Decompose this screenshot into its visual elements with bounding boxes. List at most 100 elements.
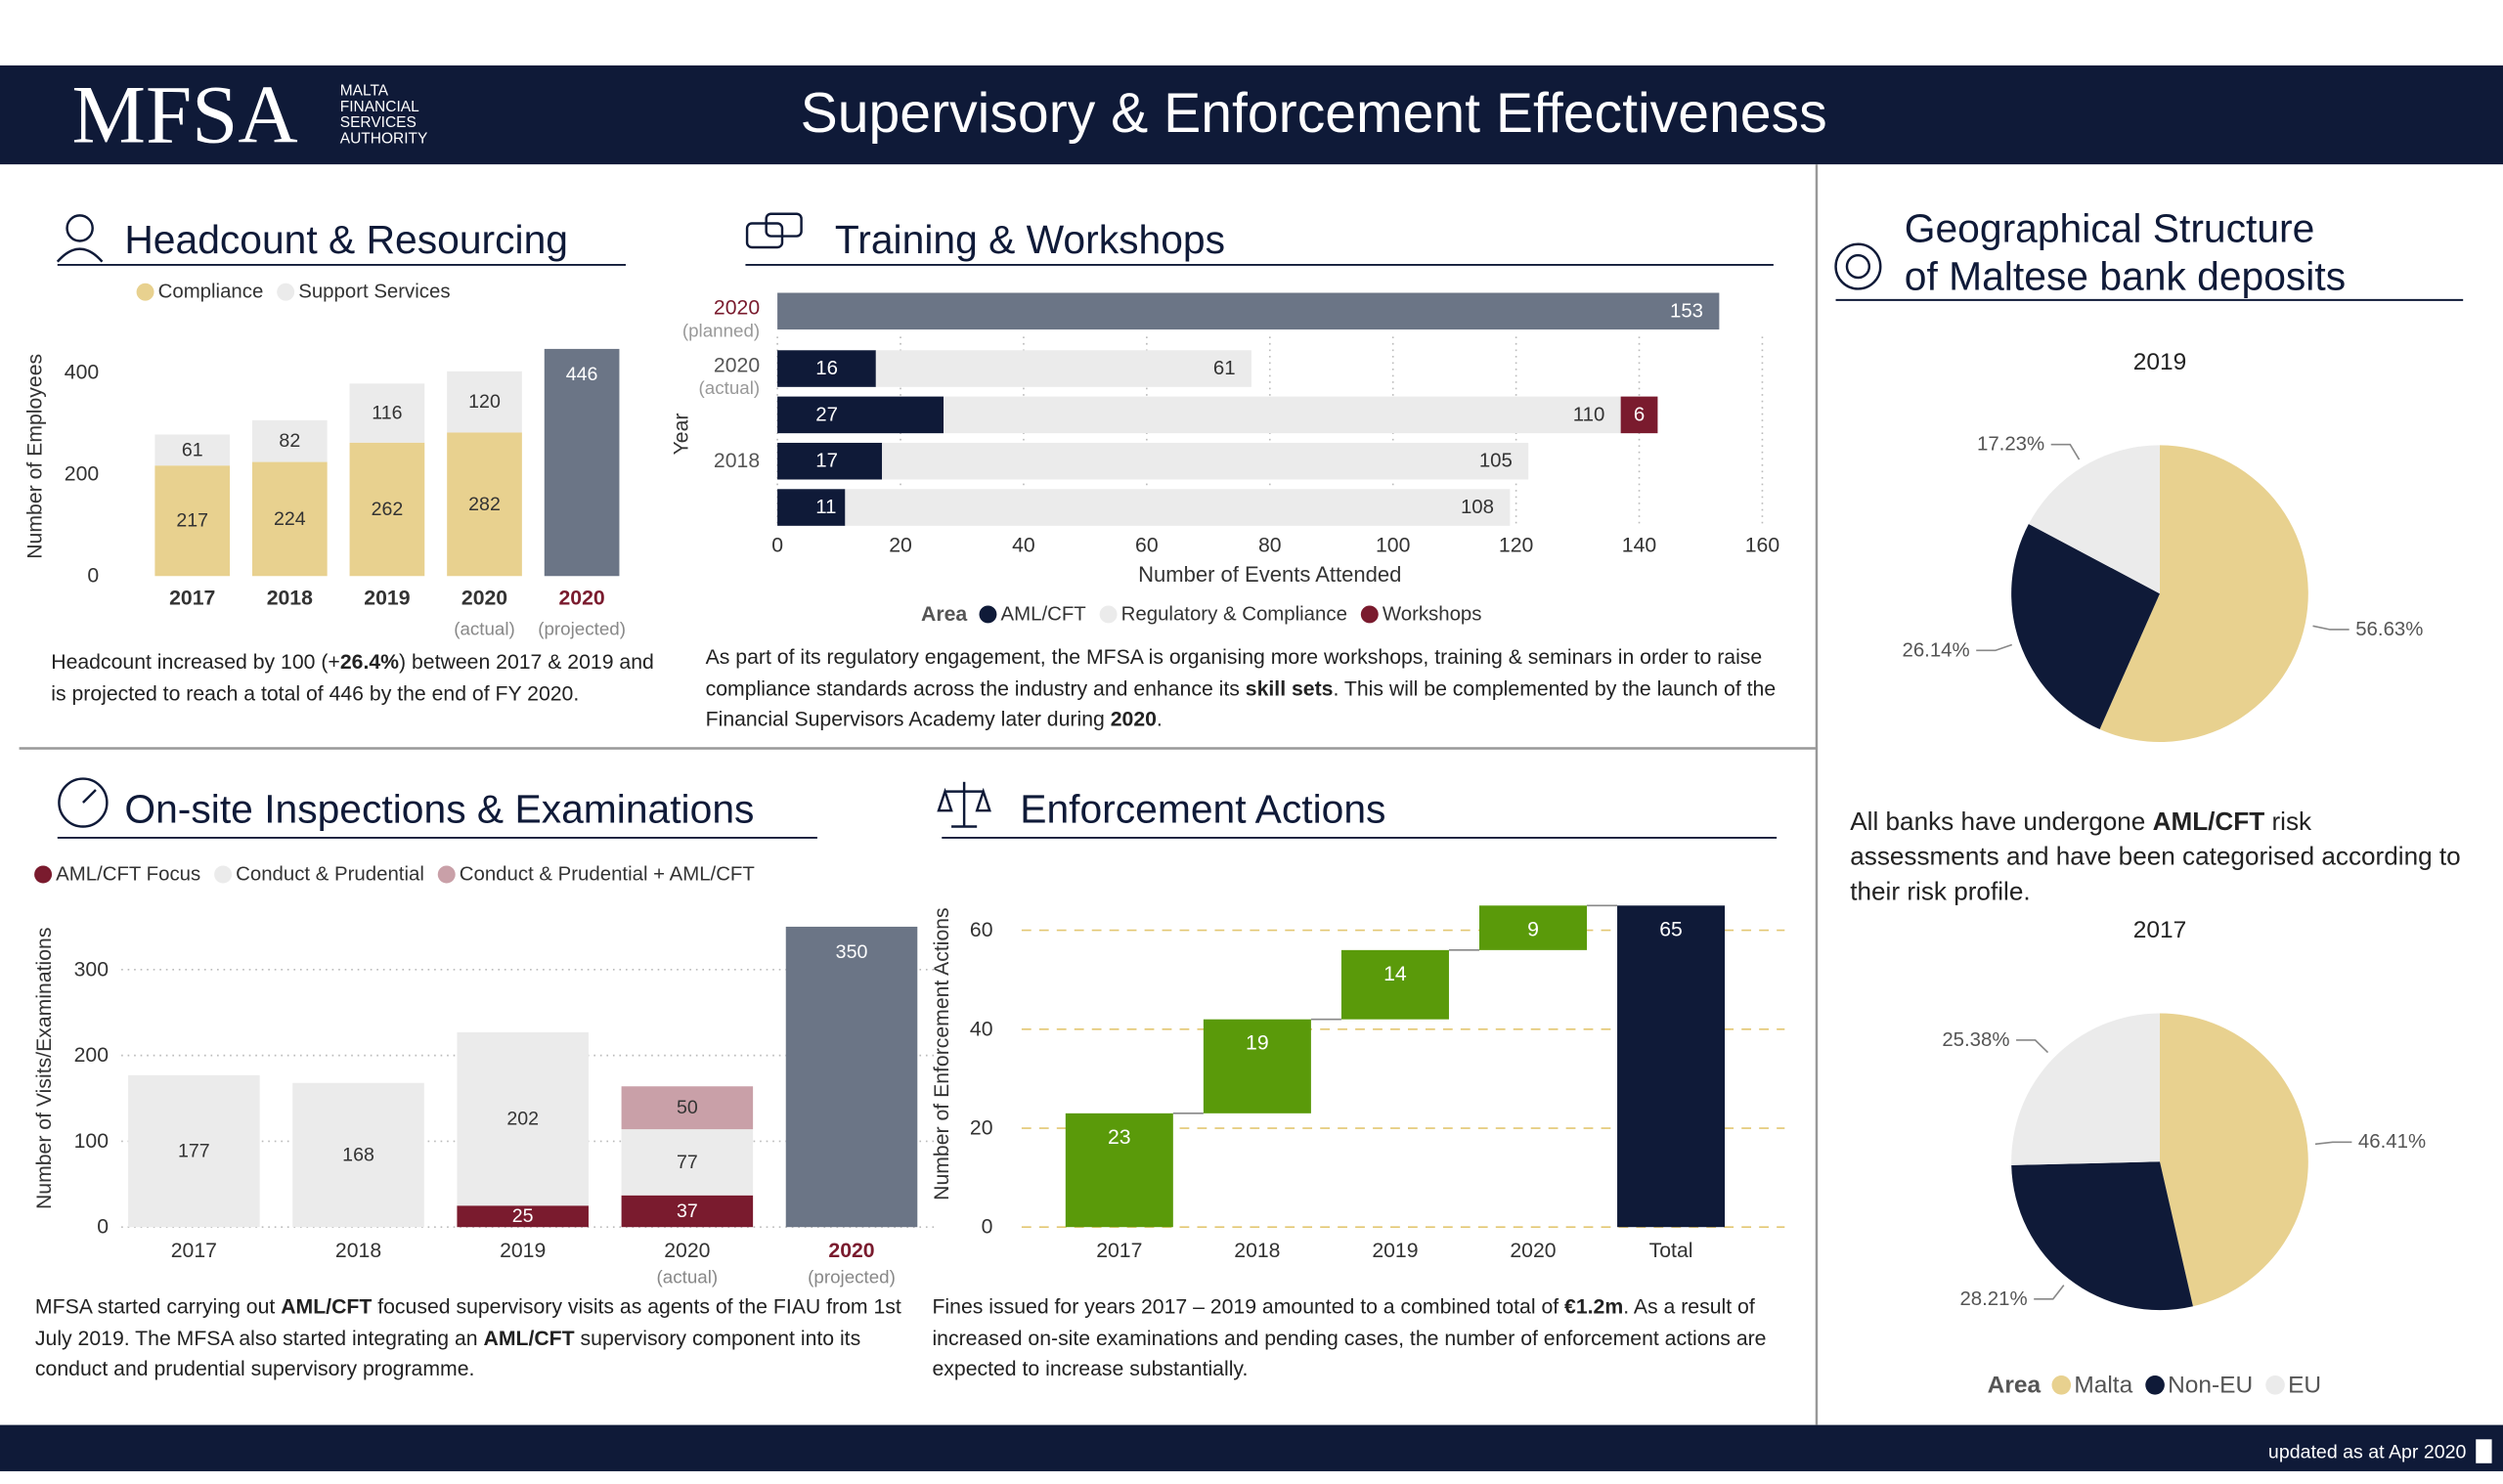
section-title: Headcount & Resourcing <box>124 217 568 262</box>
legend-label: EU <box>2288 1372 2321 1398</box>
planned-bar <box>777 292 1720 330</box>
x-tick-note: (projected) <box>808 1266 896 1287</box>
x-tick-label: 2019 <box>500 1240 546 1262</box>
legend-swatch <box>214 865 233 884</box>
value-label: 6 <box>1634 404 1645 425</box>
y-tick-label: 2020 <box>714 297 760 320</box>
value-label: 56.63% <box>2355 619 2423 640</box>
x-tick-label: 100 <box>1376 535 1410 557</box>
legend-swatch <box>2265 1375 2285 1395</box>
note-text: 2020 <box>1110 707 1157 731</box>
y-axis-label: Number of Enforcement Actions <box>931 907 953 1200</box>
x-tick-label: 2018 <box>267 588 313 610</box>
value-label: 17.23% <box>1977 434 2044 456</box>
legend-label: Workshops <box>1383 603 1482 625</box>
x-tick-label: 140 <box>1622 535 1656 557</box>
y-tick-label: 100 <box>74 1130 109 1153</box>
note: As part of its regulatory engagement, th… <box>706 641 1791 734</box>
bar-segment <box>944 396 1621 434</box>
value-label: 11 <box>815 497 836 518</box>
logo-sub: SERVICES <box>340 114 417 131</box>
leader-line <box>2034 1285 2065 1300</box>
pie-slice <box>2011 1161 2193 1311</box>
section-title: Geographical Structure <box>1905 205 2315 250</box>
note-text: . This will be complemented by the launc… <box>705 676 1777 731</box>
legend-label: Non-EU <box>2168 1372 2253 1398</box>
pie-slice <box>2011 523 2160 730</box>
value-label: 61 <box>1213 358 1236 379</box>
value-label: 61 <box>182 439 203 460</box>
y-tick-label: 20 <box>970 1117 993 1140</box>
note-text: MFSA started carrying out <box>34 1293 282 1319</box>
note-text: supervisory component into its conduct a… <box>34 1325 861 1380</box>
value-label: 27 <box>815 404 838 425</box>
projected-bar <box>785 926 918 1228</box>
value-label: 202 <box>506 1109 539 1130</box>
x-tick-label: 2019 <box>364 588 410 610</box>
bar-segment <box>875 350 1252 387</box>
y-tick-label: 0 <box>87 565 99 588</box>
logo: MFSA <box>71 69 297 161</box>
leader-line <box>2050 443 2081 460</box>
note-text: . <box>1156 707 1163 731</box>
bar-segment <box>777 442 883 480</box>
legend-swatch <box>2145 1375 2165 1395</box>
step-bar <box>1340 949 1449 1020</box>
x-tick-label: 120 <box>1499 535 1533 557</box>
legend-swatch <box>277 283 295 301</box>
x-tick-label: 0 <box>771 535 783 557</box>
note-text: . As a result of increased on-site exami… <box>932 1293 1767 1380</box>
value-label: 28.21% <box>1959 1288 2027 1310</box>
bar-segment <box>457 1205 589 1228</box>
note: Headcount increased by 100 (+26.4%) betw… <box>51 646 666 709</box>
legend-swatch <box>1360 605 1379 624</box>
bar-segment <box>251 461 328 577</box>
bar-segment <box>457 1031 589 1206</box>
bar-segment <box>882 442 1529 480</box>
bar-segment <box>1620 396 1658 434</box>
bar-segment <box>251 419 328 462</box>
page-title: Supervisory & Enforcement Effectiveness <box>801 82 1827 145</box>
pie-title: 2019 <box>2133 349 2186 375</box>
step-bar <box>1203 1019 1311 1113</box>
x-tick-label: 2018 <box>335 1240 381 1262</box>
value-label: 82 <box>279 430 300 452</box>
step-bar <box>1478 905 1588 950</box>
legend-label: Regulatory & Compliance <box>1121 603 1347 625</box>
value-label: 37 <box>677 1200 698 1222</box>
pie-slice <box>2028 445 2160 594</box>
footer-mark <box>2476 1439 2492 1463</box>
x-tick-label: 2020 <box>664 1240 710 1262</box>
step-bar <box>1065 1113 1173 1228</box>
bar-segment <box>349 442 425 577</box>
value-label: 110 <box>1573 404 1605 425</box>
section-title: of Maltese bank deposits <box>1905 253 2346 298</box>
note: All banks have undergone AML/CFT risk as… <box>1850 806 2465 911</box>
bar-segment <box>128 1074 260 1228</box>
value-label: 177 <box>178 1141 210 1162</box>
x-tick-label: 2017 <box>171 1240 217 1262</box>
bar-segment <box>845 489 1511 526</box>
bar-segment <box>777 350 876 387</box>
x-tick-label: 2017 <box>1096 1240 1142 1262</box>
note-text: Fines issued for years 2017 – 2019 amoun… <box>932 1293 1565 1319</box>
x-tick-label: 2020 <box>558 588 604 610</box>
note: Fines issued for years 2017 – 2019 amoun… <box>932 1290 1785 1383</box>
x-tick-label: 2019 <box>1372 1240 1418 1262</box>
value-label: 168 <box>342 1144 374 1165</box>
header-bar <box>0 65 2503 165</box>
value-label: 17 <box>815 451 838 472</box>
note-text: ) between 2017 & 2019 and is projected t… <box>51 649 654 705</box>
y-axis-label: Number of Employees <box>23 354 46 559</box>
x-tick-label: Total <box>1649 1240 1693 1262</box>
x-tick-label: 20 <box>889 535 912 557</box>
value-label: 217 <box>176 510 208 532</box>
bar-segment <box>621 1195 754 1228</box>
value-label: 26.14% <box>1902 639 1969 661</box>
value-label: 446 <box>566 364 598 385</box>
bar-segment <box>447 432 522 577</box>
bar-segment <box>447 371 522 433</box>
note-text: focused supervisory visits as agents of … <box>34 1293 901 1350</box>
